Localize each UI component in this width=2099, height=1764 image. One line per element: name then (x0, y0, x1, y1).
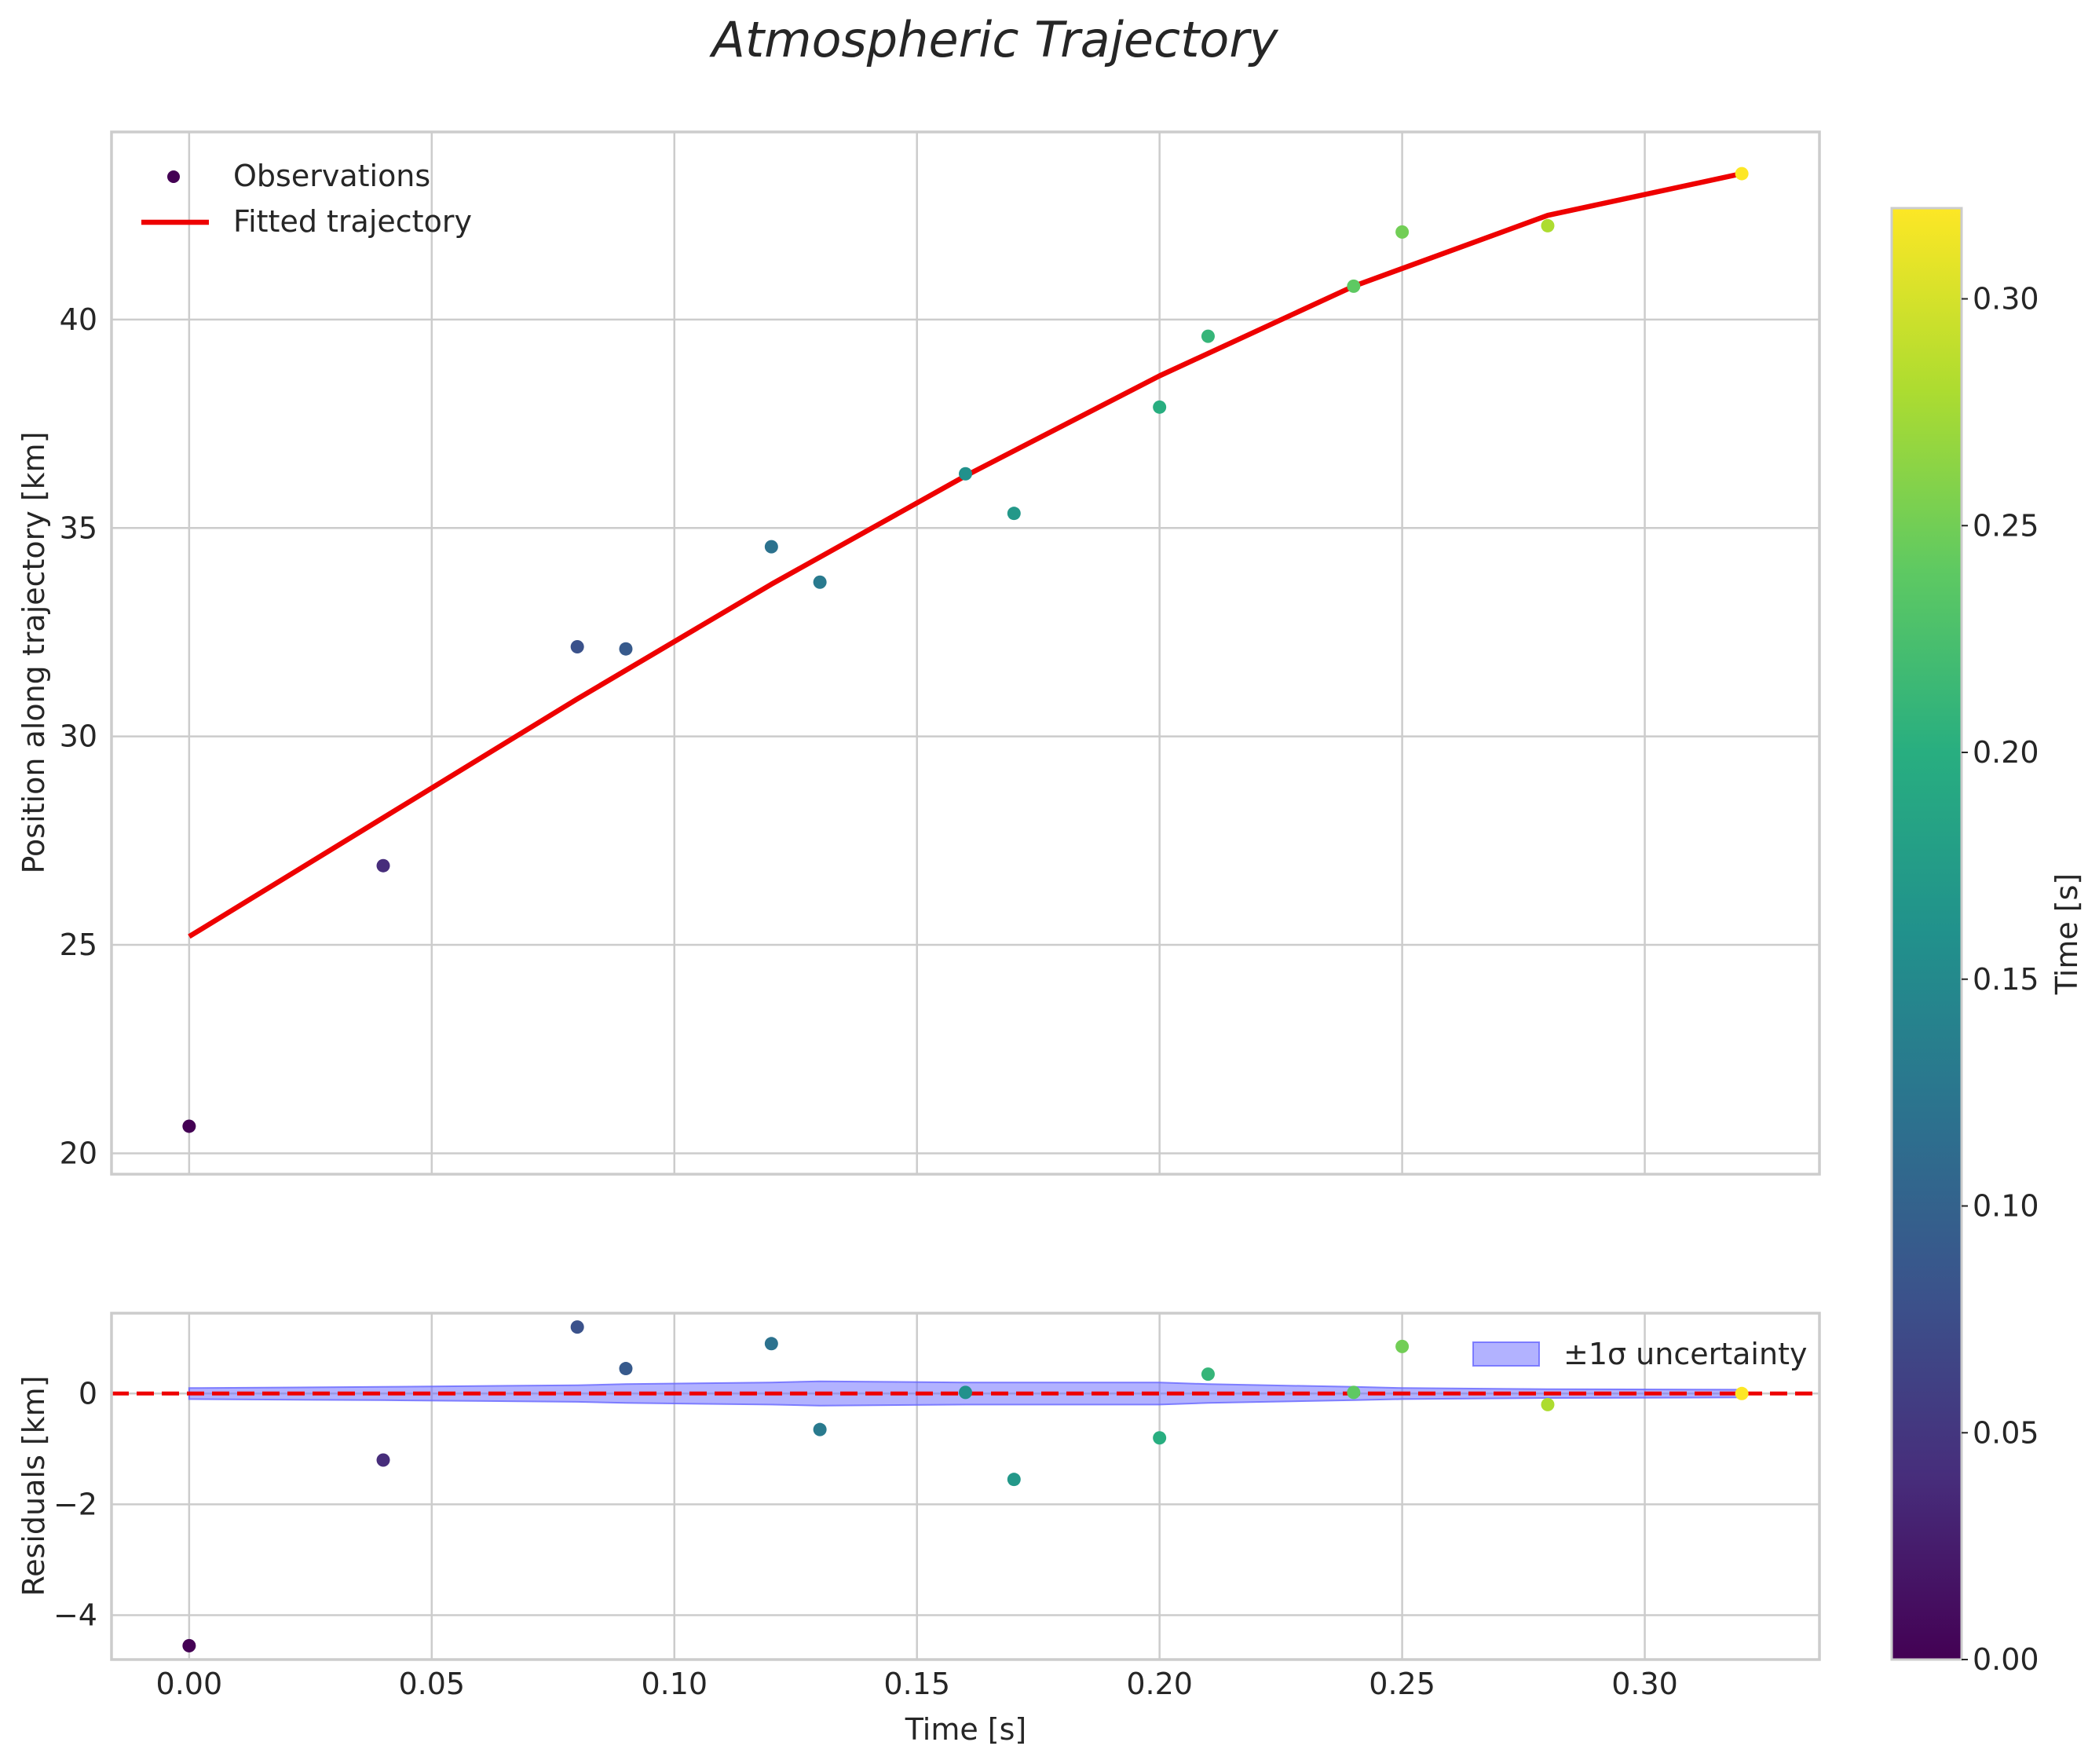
residuals-y-tick-label: 0 (79, 1376, 97, 1411)
x-tick-label: 0.15 (883, 1667, 950, 1701)
residual-point (1541, 1397, 1555, 1411)
residual-point (764, 1337, 778, 1351)
observation-point (1007, 507, 1021, 521)
observation-point (1735, 167, 1749, 181)
colorbar-tick-label: 0.25 (1973, 508, 2039, 543)
colorbar-tick-label: 0.10 (1973, 1189, 2039, 1224)
residuals-panel: −4 −2 0 Residuals [km] ±1σ uncertainty (16, 1312, 1821, 1661)
x-tick-label: 0.20 (1126, 1667, 1193, 1701)
colorbar: 0.00 0.05 0.10 0.15 0.20 0.25 0.30 Time [s] (1890, 207, 2084, 1677)
observation-point (1201, 329, 1215, 343)
trajectory-legend: Observations Fitted trajectory (141, 159, 472, 239)
residual-point (376, 1453, 390, 1467)
observation-points (182, 167, 1749, 1133)
residual-point (813, 1422, 827, 1436)
trajectory-y-tick-label: 20 (60, 1136, 97, 1170)
residuals-y-tick-labels: −4 −2 0 (53, 1376, 97, 1632)
fitted-trajectory-line (188, 170, 1742, 939)
trajectory-y-tick-label: 35 (60, 511, 97, 545)
observation-point (1395, 225, 1410, 239)
observation-point (1153, 400, 1167, 414)
observation-point (764, 540, 778, 554)
residual-point (570, 1320, 584, 1334)
trajectory-y-tick-label: 30 (60, 719, 97, 754)
residual-point (1201, 1367, 1215, 1382)
residual-point (1347, 1385, 1361, 1400)
legend-uncertainty-label: ±1σ uncertainty (1563, 1337, 1807, 1371)
chart-title: Atmospheric Trajectory (708, 11, 1278, 68)
observation-point (813, 575, 827, 589)
observation-point (182, 1119, 196, 1133)
residuals-y-tick-label: −4 (53, 1598, 97, 1633)
observation-point (959, 467, 972, 481)
trajectory-y-axis-label: Position along trajectory [km] (16, 431, 51, 873)
residual-point (1395, 1339, 1410, 1353)
trajectory-y-tick-label: 25 (60, 928, 97, 962)
x-tick-label: 0.05 (399, 1667, 466, 1701)
x-tick-label: 0.10 (641, 1667, 708, 1701)
legend-observations-marker (167, 170, 180, 183)
observation-point (570, 640, 584, 654)
legend-fitted-trajectory-label: Fitted trajectory (233, 204, 472, 239)
residual-point (182, 1638, 196, 1652)
residual-point (1153, 1431, 1167, 1445)
observation-point (619, 642, 633, 656)
residual-point (1735, 1386, 1749, 1400)
x-tick-label: 0.00 (156, 1667, 223, 1701)
residuals-y-tick-label: −2 (53, 1487, 97, 1521)
observation-point (1347, 279, 1361, 293)
x-axis-label: Time [s] (905, 1712, 1027, 1747)
legend-uncertainty-swatch (1472, 1341, 1540, 1367)
colorbar-gradient (1890, 207, 1963, 1661)
x-tick-label: 0.30 (1611, 1667, 1678, 1701)
x-tick-label: 0.25 (1369, 1667, 1435, 1701)
residual-point (1007, 1473, 1021, 1487)
observation-point (1541, 218, 1555, 232)
residuals-legend: ±1σ uncertainty (1472, 1337, 1807, 1371)
legend-observations-label: Observations (233, 159, 430, 193)
residuals-axes-frame (110, 1312, 1821, 1661)
trajectory-y-tick-labels: 20 25 30 35 40 (60, 302, 97, 1171)
residual-point (959, 1385, 972, 1400)
trajectory-axes-frame (110, 130, 1821, 1176)
trajectory-gridlines (112, 132, 1819, 1174)
trajectory-panel: 20 25 30 35 40 Position along trajectory [km… (16, 130, 1821, 1176)
trajectory-y-tick-label: 40 (60, 302, 97, 337)
colorbar-tick-label: 0.30 (1973, 282, 2039, 317)
observation-point (376, 858, 390, 873)
residuals-y-axis-label: Residuals [km] (16, 1375, 51, 1596)
residual-points (182, 1320, 1749, 1652)
colorbar-tick-label: 0.15 (1973, 962, 2039, 997)
colorbar-tick-label: 0.05 (1973, 1415, 2039, 1450)
colorbar-tick-label: 0.20 (1973, 735, 2039, 770)
colorbar-tick-labels: 0.00 0.05 0.10 0.15 0.20 0.25 0.30 (1962, 282, 2039, 1677)
colorbar-label: Time [s] (2050, 873, 2084, 996)
residual-point (619, 1362, 633, 1376)
x-tick-labels: 0.00 0.05 0.10 0.15 0.20 0.25 0.30 (156, 1667, 1678, 1701)
colorbar-tick-label: 0.00 (1973, 1642, 2039, 1677)
